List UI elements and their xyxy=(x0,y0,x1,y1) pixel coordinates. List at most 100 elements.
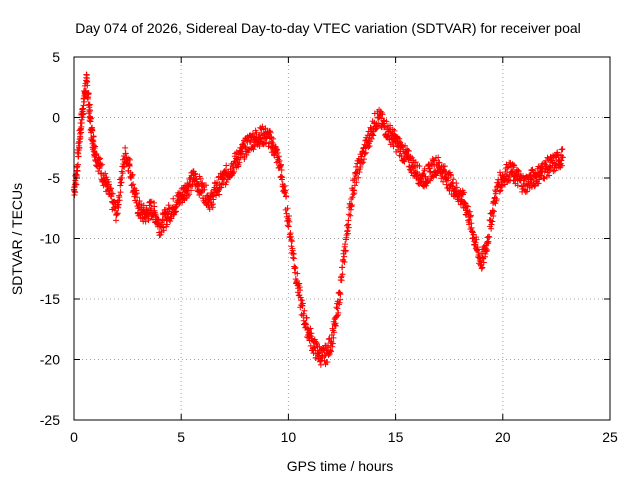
data-point xyxy=(301,307,308,314)
data-point xyxy=(262,125,269,132)
data-point xyxy=(435,154,442,161)
data-point xyxy=(387,122,394,129)
data-point xyxy=(285,223,292,230)
y-tick-label: -25 xyxy=(40,412,60,428)
data-point xyxy=(105,181,112,188)
data-point xyxy=(349,194,356,201)
data-point xyxy=(206,206,213,213)
data-point xyxy=(234,155,241,162)
data-point xyxy=(558,162,565,169)
data-point xyxy=(441,167,448,174)
data-point xyxy=(335,309,342,316)
data-point xyxy=(97,162,104,169)
data-point xyxy=(142,218,149,225)
data-point xyxy=(559,146,566,153)
data-point xyxy=(112,217,119,224)
data-point xyxy=(165,202,172,209)
data-point xyxy=(478,265,485,272)
data-point xyxy=(452,187,459,194)
data-point xyxy=(347,206,354,213)
data-point xyxy=(300,310,307,317)
data-point xyxy=(327,347,334,354)
data-point xyxy=(235,161,242,168)
data-point xyxy=(152,212,159,219)
data-point xyxy=(102,170,109,177)
data-point xyxy=(346,211,353,218)
data-point xyxy=(231,168,238,175)
data-point xyxy=(146,210,153,217)
data-point xyxy=(179,199,186,206)
y-tick-label: -10 xyxy=(40,231,60,247)
data-point xyxy=(365,144,372,151)
data-point xyxy=(347,212,354,219)
data-point xyxy=(245,146,252,153)
data-point xyxy=(444,177,451,184)
data-point xyxy=(497,187,504,194)
data-point xyxy=(72,189,79,196)
data-point xyxy=(278,173,285,180)
data-point xyxy=(339,264,346,271)
data-point xyxy=(499,182,506,189)
data-point xyxy=(104,181,111,188)
y-axis-label: SDTVAR / TECUs xyxy=(9,183,25,295)
data-point xyxy=(366,143,373,150)
data-point xyxy=(78,129,85,136)
data-point xyxy=(327,348,334,355)
data-point xyxy=(436,159,443,166)
data-point xyxy=(484,246,491,253)
data-point xyxy=(528,176,535,183)
data-point xyxy=(93,150,100,157)
data-point xyxy=(128,182,135,189)
data-point xyxy=(130,181,137,188)
data-point xyxy=(108,185,115,192)
data-point xyxy=(333,312,340,319)
data-point xyxy=(339,271,346,278)
data-point xyxy=(485,238,492,245)
x-tick-label: 5 xyxy=(177,429,185,445)
data-point xyxy=(402,142,409,149)
data-point xyxy=(76,145,83,152)
data-point xyxy=(114,210,121,217)
data-point xyxy=(292,264,299,271)
data-point xyxy=(267,129,274,136)
data-point xyxy=(303,321,310,328)
data-point xyxy=(162,206,169,213)
data-point xyxy=(483,248,490,255)
data-point xyxy=(281,182,288,189)
y-tick-label: -20 xyxy=(40,352,60,368)
data-point xyxy=(492,200,499,207)
data-point xyxy=(353,179,360,186)
data-point xyxy=(396,135,403,142)
data-point xyxy=(263,139,270,146)
data-point xyxy=(188,187,195,194)
data-point xyxy=(497,169,504,176)
data-point xyxy=(84,82,91,89)
data-point xyxy=(344,230,351,237)
data-point xyxy=(213,182,220,189)
chart-title: Day 074 of 2026, Sidereal Day-to-day VTE… xyxy=(75,20,581,36)
data-point xyxy=(78,120,85,127)
data-point xyxy=(447,171,454,178)
data-point xyxy=(316,358,323,365)
data-point xyxy=(464,203,471,210)
data-point xyxy=(474,244,481,251)
data-point xyxy=(427,177,434,184)
data-point xyxy=(381,123,388,130)
data-point xyxy=(554,152,561,159)
data-point xyxy=(98,161,105,168)
data-point xyxy=(278,161,285,168)
data-point xyxy=(324,359,331,366)
data-point xyxy=(329,343,336,350)
data-point xyxy=(274,146,281,153)
data-series xyxy=(71,71,566,368)
data-point xyxy=(514,182,521,189)
data-point xyxy=(89,127,96,134)
data-point xyxy=(290,255,297,262)
data-point xyxy=(405,148,412,155)
data-point xyxy=(125,155,132,162)
data-point xyxy=(191,170,198,177)
data-point xyxy=(450,176,457,183)
data-point xyxy=(453,180,460,187)
data-point xyxy=(441,163,448,170)
data-point xyxy=(342,247,349,254)
